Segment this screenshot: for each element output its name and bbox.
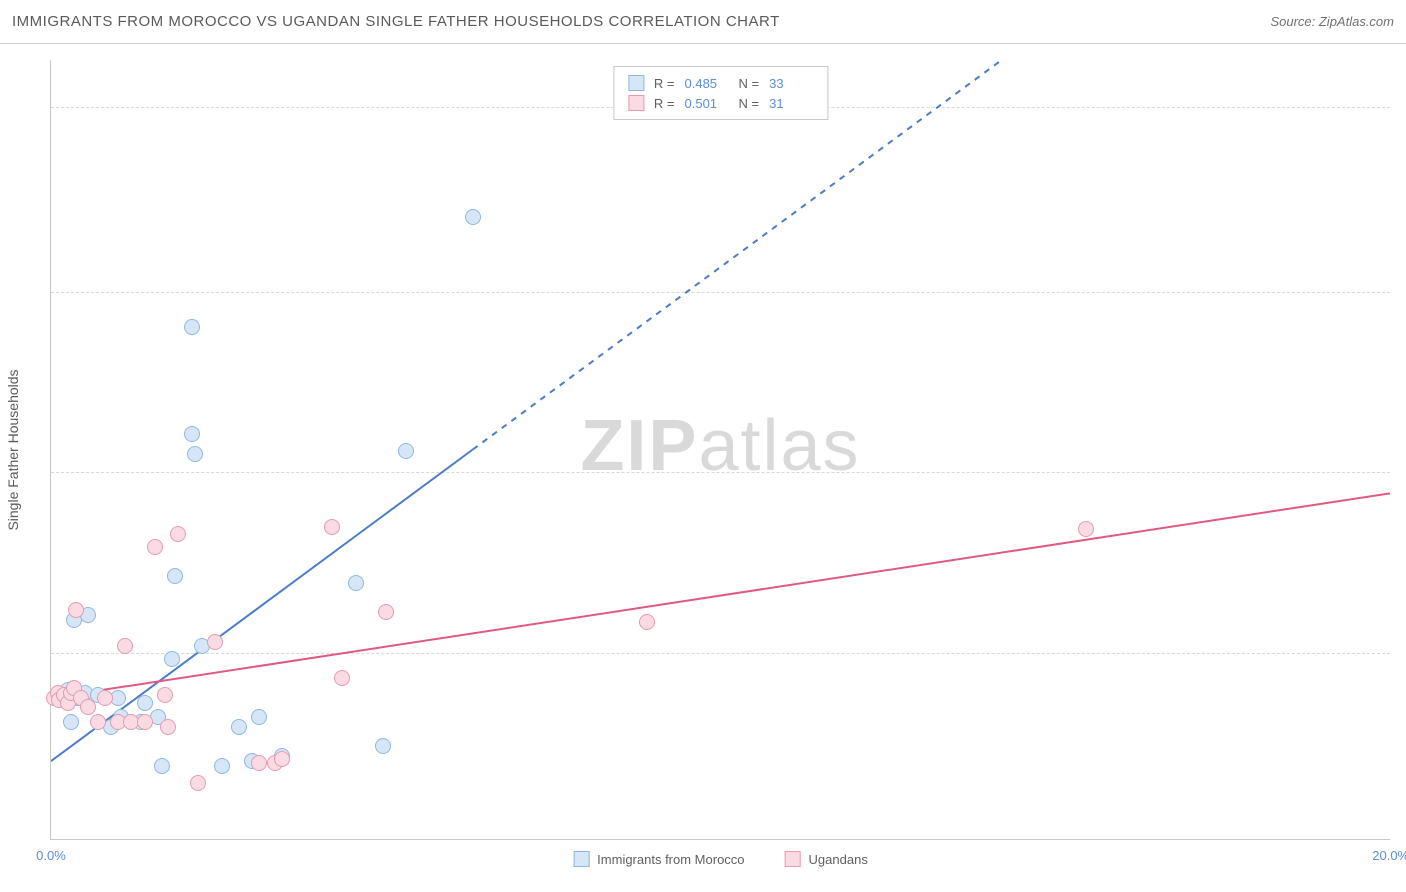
watermark-bold: ZIP xyxy=(580,405,698,485)
watermark-light: atlas xyxy=(698,405,860,485)
stats-row-ugandans: R = 0.501 N = 31 xyxy=(628,93,813,113)
n-label: N = xyxy=(739,76,760,91)
data-point-morocco xyxy=(251,709,267,725)
data-point-ugandans xyxy=(1078,521,1094,537)
data-point-ugandans xyxy=(639,614,655,630)
data-point-ugandans xyxy=(117,638,133,654)
bottom-legend: Immigrants from Morocco Ugandans xyxy=(573,851,868,867)
data-point-morocco xyxy=(184,319,200,335)
gridline: 7.5% xyxy=(51,472,1390,473)
data-point-ugandans xyxy=(324,519,340,535)
legend-item-ugandans: Ugandans xyxy=(785,851,868,867)
data-point-ugandans xyxy=(80,699,96,715)
source-name: ZipAtlas.com xyxy=(1319,14,1394,29)
x-tick-label: 20.0% xyxy=(1372,848,1406,863)
scatter-plot: ZIPatlas Single Father Households 3.8%7.… xyxy=(50,60,1390,840)
r-label: R = xyxy=(654,76,675,91)
data-point-morocco xyxy=(375,738,391,754)
y-tick-label: 7.5% xyxy=(1394,466,1406,481)
y-tick-label: 11.2% xyxy=(1394,286,1406,301)
swatch-ugandans xyxy=(628,95,644,111)
data-point-morocco xyxy=(184,426,200,442)
y-tick-label: 15.0% xyxy=(1394,100,1406,115)
gridline: 11.2% xyxy=(51,292,1390,293)
swatch-morocco xyxy=(628,75,644,91)
data-point-morocco xyxy=(465,209,481,225)
data-point-ugandans xyxy=(170,526,186,542)
data-point-ugandans xyxy=(190,775,206,791)
r-label: R = xyxy=(654,96,675,111)
swatch-ugandans xyxy=(785,851,801,867)
data-point-morocco xyxy=(164,651,180,667)
data-point-ugandans xyxy=(207,634,223,650)
data-point-ugandans xyxy=(251,755,267,771)
data-point-ugandans xyxy=(137,714,153,730)
legend-item-morocco: Immigrants from Morocco xyxy=(573,851,744,867)
y-axis-label: Single Father Households xyxy=(5,369,21,530)
data-point-ugandans xyxy=(147,539,163,555)
n-value-morocco: 33 xyxy=(769,76,813,91)
stats-legend-box: R = 0.485 N = 33 R = 0.501 N = 31 xyxy=(613,66,828,120)
data-point-morocco xyxy=(137,695,153,711)
data-point-morocco xyxy=(167,568,183,584)
chart-header: IMMIGRANTS FROM MOROCCO VS UGANDAN SINGL… xyxy=(0,0,1406,44)
data-point-morocco xyxy=(348,575,364,591)
r-value-morocco: 0.485 xyxy=(685,76,729,91)
n-value-ugandans: 31 xyxy=(769,96,813,111)
chart-title: IMMIGRANTS FROM MOROCCO VS UGANDAN SINGL… xyxy=(12,13,780,30)
data-point-ugandans xyxy=(68,602,84,618)
source-attribution: Source: ZipAtlas.com xyxy=(1270,14,1394,29)
data-point-ugandans xyxy=(97,690,113,706)
n-label: N = xyxy=(739,96,760,111)
legend-label-morocco: Immigrants from Morocco xyxy=(597,852,744,867)
data-point-morocco xyxy=(63,714,79,730)
data-point-ugandans xyxy=(334,670,350,686)
y-tick-label: 3.8% xyxy=(1394,646,1406,661)
legend-label-ugandans: Ugandans xyxy=(809,852,868,867)
data-point-ugandans xyxy=(157,687,173,703)
r-value-ugandans: 0.501 xyxy=(685,96,729,111)
data-point-ugandans xyxy=(274,751,290,767)
data-point-ugandans xyxy=(378,604,394,620)
data-point-morocco xyxy=(187,446,203,462)
watermark: ZIPatlas xyxy=(580,404,860,486)
swatch-morocco xyxy=(573,851,589,867)
x-tick-label: 0.0% xyxy=(36,848,66,863)
data-point-ugandans xyxy=(90,714,106,730)
data-point-morocco xyxy=(214,758,230,774)
source-label: Source: xyxy=(1270,14,1318,29)
gridline: 3.8% xyxy=(51,653,1390,654)
data-point-morocco xyxy=(398,443,414,459)
data-point-morocco xyxy=(154,758,170,774)
data-point-morocco xyxy=(231,719,247,735)
data-point-ugandans xyxy=(160,719,176,735)
stats-row-morocco: R = 0.485 N = 33 xyxy=(628,73,813,93)
